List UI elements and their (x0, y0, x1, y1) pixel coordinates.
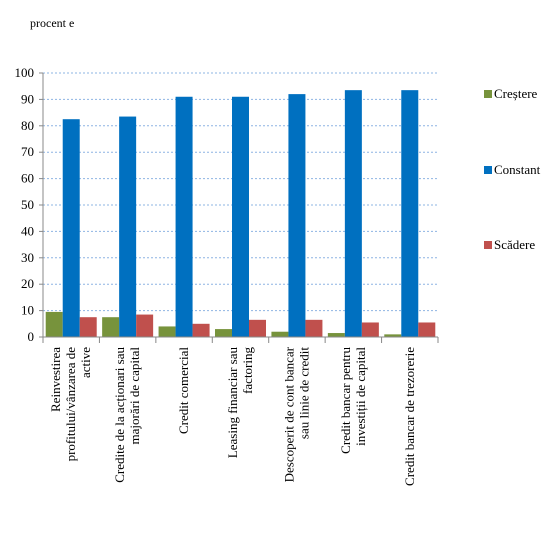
legend-label: Creștere (494, 86, 538, 101)
x-category-line: factoring (240, 347, 255, 394)
x-category-line: majorări de capital (127, 347, 142, 445)
bar-constant (288, 94, 306, 338)
x-category-line: Credite de la acționari sau (112, 347, 127, 483)
x-category-label: Descoperit de cont bancar sau linie de cr… (281, 346, 311, 482)
legend-label: Scădere (494, 237, 535, 252)
y-tick-label: 90 (21, 91, 34, 106)
y-axis-ticks: 0 10 20 30 40 50 60 70 80 90 100 (15, 65, 35, 344)
bars (45, 90, 436, 338)
y-tick-label: 20 (21, 276, 34, 291)
legend-swatch (484, 90, 492, 98)
x-category-line: active (78, 347, 93, 378)
bar-constant (175, 96, 193, 337)
x-category-label: Credite de la acționari sau majorări de c… (112, 347, 142, 483)
y-tick-label: 70 (21, 144, 34, 159)
bar-creștere (215, 329, 232, 337)
bar-scădere (79, 317, 97, 337)
bar-constant (119, 116, 137, 337)
bar-creștere (45, 311, 63, 337)
y-tick-label: 10 (21, 303, 34, 318)
x-category-line: Credit bancar pentru (338, 347, 353, 454)
bar-scădere (192, 323, 210, 337)
legend-swatch (484, 241, 492, 249)
bar-constant (401, 90, 419, 337)
x-category-label: Credit comercial (176, 347, 191, 434)
unit-label: procent e (30, 16, 74, 30)
y-tick-label: 100 (15, 65, 35, 80)
y-tick-label: 60 (21, 171, 34, 186)
bar-creștere (384, 334, 402, 337)
bar-scădere (136, 314, 154, 337)
x-category-label: Credit bancar pentru investiții de capita… (338, 347, 368, 454)
bar-constant (232, 96, 249, 337)
legend-swatch (484, 166, 492, 174)
x-category-line: profitului/vânzarea de (63, 347, 78, 462)
bar-creștere (102, 317, 120, 337)
x-category-line: investiții de capital (353, 347, 368, 446)
x-category-line: sau linie de credit (296, 347, 311, 439)
axes (39, 72, 439, 343)
y-tick-label: 40 (21, 223, 34, 238)
bar-scădere (361, 322, 379, 337)
x-category-label: Reinvestirea profitului/vânzarea de active (48, 347, 93, 462)
y-tick-label: 50 (21, 197, 34, 212)
bar-creștere (158, 326, 176, 337)
bar-creștere (327, 333, 345, 337)
legend-label: Constant (494, 162, 541, 177)
bar-creștere (271, 331, 289, 337)
x-category-label: Leasing financiar sau factoring (225, 347, 255, 459)
bar-scădere (305, 319, 323, 337)
x-category-line: Credit bancar de trezorerie (402, 347, 417, 486)
x-category-line: Reinvestirea (48, 347, 63, 412)
x-category-line: Credit comercial (176, 347, 191, 434)
legend: Creștere Constant Scădere (484, 86, 541, 252)
bar-scădere (249, 319, 266, 337)
bar-scădere (418, 322, 436, 337)
x-category-line: Leasing financiar sau (225, 347, 240, 459)
bar-constant (344, 90, 362, 337)
bar-constant (62, 119, 80, 337)
x-axis-labels: Reinvestirea profitului/vânzarea de active… (48, 346, 417, 486)
y-tick-label: 30 (21, 250, 34, 265)
x-category-line: Descoperit de cont bancar (281, 346, 296, 482)
y-tick-label: 80 (21, 118, 34, 133)
x-category-label: Credit bancar de trezorerie (402, 347, 417, 486)
y-tick-label: 0 (28, 329, 35, 344)
